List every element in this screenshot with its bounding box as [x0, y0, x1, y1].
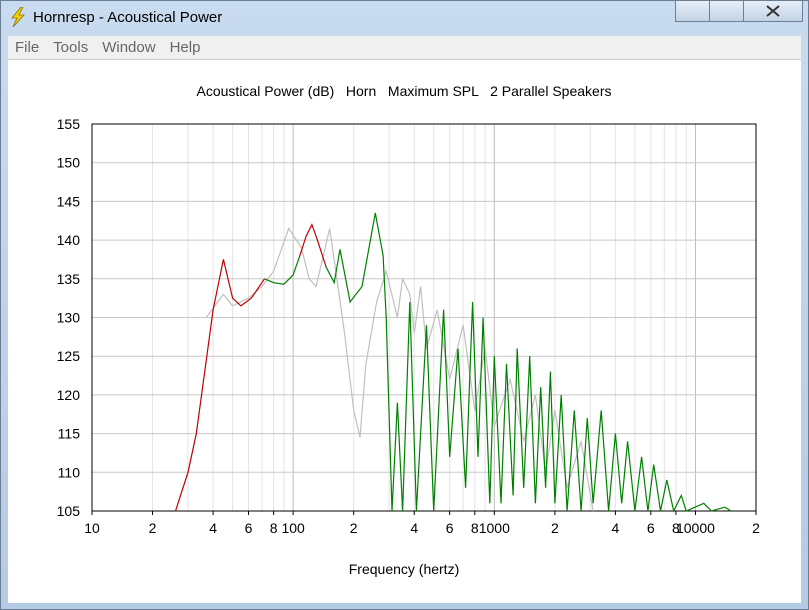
series-line: [264, 212, 732, 513]
app-icon: [11, 7, 25, 27]
series-line: [174, 223, 327, 512]
client-area: [8, 59, 801, 603]
x-tick-label: 1000: [479, 520, 510, 536]
plot-frame: [91, 123, 757, 512]
title-bar: Hornresp - Acoustical Power: [1, 1, 808, 34]
x-tick-label: 2: [149, 520, 157, 536]
y-tick-label: 125: [57, 348, 81, 364]
x-tick-label: 4: [612, 520, 620, 536]
x-tick-label: 10000: [676, 520, 715, 536]
x-axis-label: Frequency (hertz): [349, 561, 459, 577]
y-tick-label: 115: [58, 426, 81, 442]
chart-title: Acoustical Power (dB) Horn Maximum SPL 2…: [197, 83, 612, 99]
y-tick-label: 135: [57, 271, 81, 287]
x-tick-label: 8: [672, 520, 680, 536]
x-tick-label: 6: [446, 520, 454, 536]
x-tick-label: 10: [84, 520, 100, 536]
y-tick-label: 140: [57, 232, 81, 248]
x-tick-label: 6: [647, 520, 655, 536]
x-tick-label: 8: [270, 520, 278, 536]
y-tick-label: 105: [57, 503, 81, 519]
menu-item[interactable]: File: [15, 39, 40, 56]
menu-item[interactable]: Window: [102, 39, 156, 56]
x-tick-label: 2: [752, 520, 760, 536]
x-tick-label: 4: [209, 520, 217, 536]
y-tick-label: 145: [57, 193, 81, 209]
series-line: [205, 227, 594, 512]
x-tick-label: 6: [245, 520, 253, 536]
close-button[interactable]: [743, 1, 803, 22]
window-title: Hornresp - Acoustical Power: [33, 9, 223, 26]
x-tick-label: 4: [410, 520, 418, 536]
y-tick-label: 120: [57, 387, 81, 403]
y-tick-label: 150: [57, 155, 81, 171]
x-tick-label: 2: [551, 520, 559, 536]
y-tick-label: 130: [57, 310, 81, 326]
x-tick-label: 8: [471, 520, 479, 536]
x-tick-label: 100: [281, 520, 305, 536]
y-tick-label: 110: [58, 464, 81, 480]
menu-item[interactable]: Tools: [53, 39, 89, 56]
menu-bar: File Tools Window Help: [8, 36, 801, 59]
x-tick-label: 2: [350, 520, 358, 536]
menu-item[interactable]: Help: [169, 39, 201, 56]
y-tick-label: 155: [57, 116, 81, 132]
